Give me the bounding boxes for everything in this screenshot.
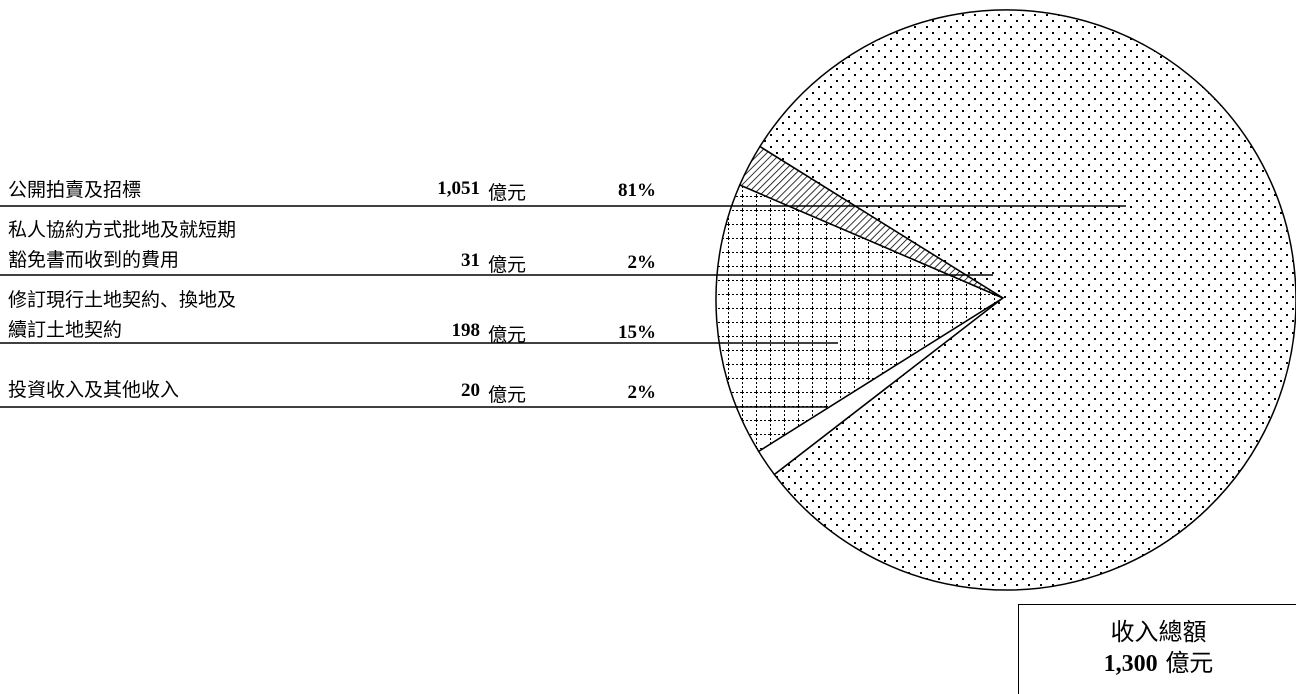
legend-value-public-auction: 1,051 (437, 178, 480, 199)
legend-percent-investment-income: 2% (627, 382, 657, 403)
legend-percent-lease-modification: 15% (618, 322, 656, 343)
legend-label-private-treaty-line2: 豁免書而收到的費用 (8, 249, 180, 271)
legend-unit-lease-modification: 億元 (488, 324, 527, 346)
total-revenue-unit: 億元 (1165, 649, 1214, 677)
legend-value-private-treaty: 31 (461, 250, 480, 271)
total-revenue-title: 收入總額 (1110, 618, 1207, 646)
legend-unit-public-auction: 億元 (488, 182, 527, 204)
legend-percent-public-auction: 81% (618, 180, 656, 201)
legend-percent-private-treaty: 2% (627, 252, 657, 273)
legend-label-private-treaty-line1: 私人協約方式批地及就短期 (8, 219, 237, 241)
slice-lease-modification (715, 183, 1005, 453)
legend-label-lease-modification-line2: 續訂土地契約 (8, 319, 123, 341)
total-revenue-box: 收入總額 1,300 億元 (1018, 604, 1296, 694)
legend-label-lease-modification-line1: 修訂現行土地契約、換地及 (8, 289, 237, 311)
legend-label-investment-income: 投資收入及其他收入 (8, 379, 180, 401)
legend-unit-investment-income: 億元 (488, 384, 527, 406)
legend-unit-private-treaty: 億元 (488, 254, 527, 276)
total-revenue-amount: 1,300 (1103, 651, 1158, 677)
legend-value-investment-income: 20 (461, 380, 480, 401)
legend-label-public-auction: 公開拍賣及招標 (8, 179, 142, 201)
legend-value-lease-modification: 198 (451, 320, 481, 341)
total-revenue-value: 1,300 億元 (1019, 647, 1296, 680)
